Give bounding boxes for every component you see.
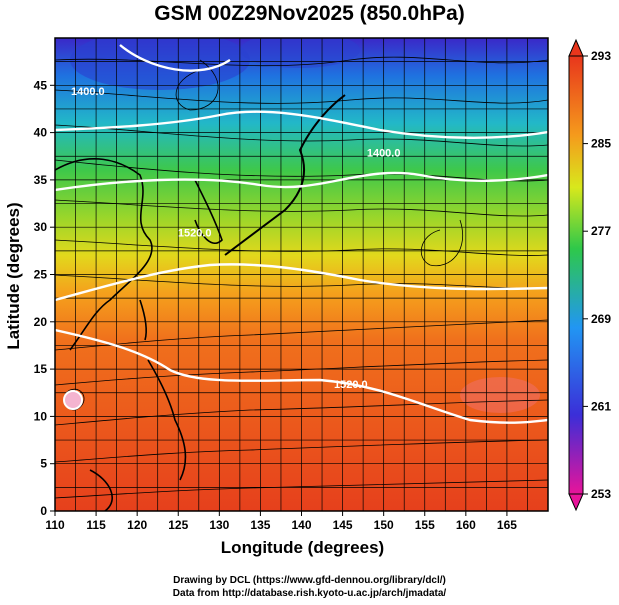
x-tick-label: 145: [333, 518, 353, 532]
y-tick-label: 25: [34, 268, 48, 282]
x-tick-label: 165: [497, 518, 517, 532]
coastline-borneo: [89, 469, 113, 511]
cold-pocket: [70, 38, 250, 90]
colorbar-bottom-arrow: [568, 493, 584, 512]
colorbar: [568, 55, 584, 495]
chart-title: GSM 00Z29Nov2025 (850.0hPa): [154, 2, 465, 25]
colorbar-tick-label: 293: [591, 49, 611, 63]
credit-drawing: Drawing by DCL (https://www.gfd-dennou.o…: [173, 575, 446, 586]
lat-lon-grid: [55, 38, 548, 511]
contour-label: 1520.0: [178, 228, 212, 240]
x-tick-label: 150: [374, 518, 394, 532]
credit-data: Data from http://database.rish.kyoto-u.a…: [172, 588, 447, 599]
y-tick-label: 20: [34, 315, 48, 329]
coastline-asia: [55, 158, 153, 351]
y-tick-label: 35: [34, 173, 48, 187]
colorbar-tick-label: 269: [591, 312, 611, 326]
y-tick-label: 15: [34, 362, 48, 376]
y-tick-label: 10: [34, 409, 48, 423]
colorbar-tick-label: 253: [591, 487, 611, 501]
x-tick-label: 125: [168, 518, 188, 532]
y-axis-ticks: 0 5 10 15 20 25 30 35 40 45: [34, 78, 55, 518]
y-tick-label: 30: [34, 220, 48, 234]
contour-labels: 1400.0 1400.0 1520.0 1520.0: [71, 86, 400, 391]
contour-label: 1520.0: [334, 379, 368, 391]
colorbar-top-arrow: [568, 38, 584, 57]
x-tick-label: 155: [415, 518, 435, 532]
x-tick-label: 130: [209, 518, 229, 532]
y-tick-label: 0: [40, 504, 47, 518]
contour-label: 1400.0: [71, 86, 105, 98]
x-tick-label: 140: [291, 518, 311, 532]
height-contours: [55, 44, 548, 424]
weather-map: 1400.0 1400.0 1520.0 1520.0 110 115 120 125 130…: [34, 37, 611, 532]
x-tick-label: 160: [456, 518, 476, 532]
y-tick-label: 40: [34, 126, 48, 140]
x-tick-label: 135: [250, 518, 270, 532]
colorbar-tick-label: 285: [591, 137, 611, 151]
y-tick-label: 45: [34, 78, 48, 92]
x-axis-ticks: 110 115 120 125 130 135 140 145 150 155 160 165: [45, 511, 517, 532]
colorbar-ticks: 293 285 277 269 261 253: [583, 49, 611, 501]
colorbar-tick-label: 277: [591, 224, 611, 238]
x-tick-label: 110: [45, 518, 65, 532]
x-axis-label: Longitude (degrees): [220, 538, 385, 557]
x-tick-label: 120: [127, 518, 147, 532]
colorbar-tick-label: 261: [591, 399, 611, 413]
typhoon-center: [63, 390, 83, 410]
contour-label: 1400.0: [367, 147, 401, 159]
y-axis-label: Latitude (degrees): [4, 202, 23, 350]
x-tick-label: 115: [86, 518, 106, 532]
coastline-korea: [194, 179, 223, 244]
y-tick-label: 5: [40, 457, 47, 471]
